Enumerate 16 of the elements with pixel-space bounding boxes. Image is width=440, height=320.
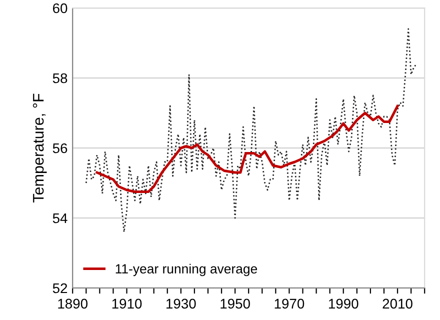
x-tick-label: 2010 [382,298,412,309]
y-tick-label: 56 [52,143,68,154]
y-tick-label: 52 [52,283,68,294]
x-tick-label: 1950 [220,298,250,309]
y-axis-title: Temperature, °F [32,94,47,202]
line-series [85,28,418,233]
x-tick-label: 1910 [112,298,142,309]
x-tick-label: 1970 [274,298,304,309]
legend-label: 11-year running average [116,264,258,276]
y-tick-label: 58 [52,73,68,84]
x-tick-label: 1930 [166,298,196,309]
x-tick-label: 1990 [328,298,358,309]
y-tick-label: 60 [52,3,68,14]
line-series [96,104,399,193]
x-tick-label: 1890 [58,298,88,309]
y-tick-label: 54 [52,213,68,224]
